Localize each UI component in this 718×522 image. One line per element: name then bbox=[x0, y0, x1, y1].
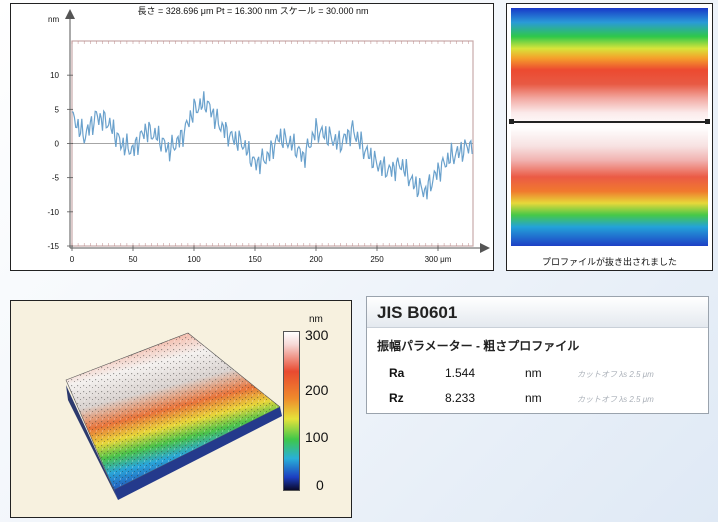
jis-title-bar bbox=[367, 297, 708, 328]
3d-surface-side bbox=[66, 385, 118, 500]
profile-panel: 長さ = 328.696 μm Pt = 16.300 nm スケール = 30… bbox=[10, 3, 494, 271]
x-tick-label: 300 μm bbox=[425, 255, 452, 264]
y-tick-label: -10 bbox=[47, 208, 59, 217]
param-note: カットオフ λs 2.5 μm bbox=[577, 395, 654, 404]
scale-label-200: 200 bbox=[305, 382, 329, 398]
x-tick-label: 50 bbox=[129, 255, 138, 264]
profile-cut-line[interactable] bbox=[510, 121, 709, 123]
profile-header: 長さ = 328.696 μm Pt = 16.300 nm スケール = 30… bbox=[137, 6, 369, 16]
height-map-image bbox=[511, 8, 708, 246]
x-tick-label: 150 bbox=[248, 255, 262, 264]
jis-subtitle: 振幅パラメーター - 粗さプロファイル bbox=[377, 339, 580, 353]
cut-line-handle-left[interactable] bbox=[509, 119, 514, 124]
3d-surface-texture bbox=[66, 333, 280, 490]
scale-unit: nm bbox=[309, 314, 323, 325]
y-unit-label: nm bbox=[48, 15, 59, 24]
y-tick-label: 5 bbox=[55, 105, 60, 114]
scale-label-100: 100 bbox=[305, 429, 329, 445]
param-unit: nm bbox=[525, 391, 542, 405]
jis-results-panel: JIS B0601 振幅パラメーター - 粗さプロファイル Ra 1.544 n… bbox=[366, 296, 709, 414]
3d-view bbox=[65, 332, 282, 500]
profile-line bbox=[71, 91, 473, 200]
param-value: 1.544 bbox=[445, 366, 476, 380]
jis-row-ra: Ra 1.544 nm カットオフ λs 2.5 μm bbox=[367, 364, 708, 384]
3d-surface-front bbox=[114, 407, 282, 500]
jis-row-rz: Rz 8.233 nm カットオフ λs 2.5 μm bbox=[367, 389, 708, 409]
x-tick-label: 100 bbox=[187, 255, 201, 264]
height-scale-bar bbox=[283, 331, 300, 491]
x-tick-label: 0 bbox=[70, 255, 75, 264]
param-name: Rz bbox=[389, 391, 404, 405]
param-note: カットオフ λs 2.5 μm bbox=[577, 370, 654, 379]
x-axis-arrow bbox=[480, 243, 490, 253]
y-tick-label: 0 bbox=[55, 140, 60, 149]
y-axis-arrow bbox=[65, 9, 75, 19]
x-tick-label: 200 bbox=[309, 255, 323, 264]
3d-view-panel: nm 300 200 100 0 bbox=[10, 300, 352, 518]
y-tick-label: -15 bbox=[47, 242, 59, 251]
height-map-panel: プロファイルが抜き出されました bbox=[506, 3, 713, 271]
param-unit: nm bbox=[525, 366, 542, 380]
y-tick-label: -5 bbox=[52, 174, 60, 183]
map-caption: プロファイルが抜き出されました bbox=[541, 257, 677, 267]
param-name: Ra bbox=[389, 366, 405, 380]
scale-label-0: 0 bbox=[316, 477, 324, 493]
y-tick-label: 10 bbox=[50, 71, 59, 80]
jis-title: JIS B0601 bbox=[377, 303, 458, 322]
cut-line-handle-right[interactable] bbox=[705, 119, 710, 124]
param-value: 8.233 bbox=[445, 391, 476, 405]
x-tick-label: 250 bbox=[370, 255, 384, 264]
scale-label-300: 300 bbox=[305, 327, 329, 343]
